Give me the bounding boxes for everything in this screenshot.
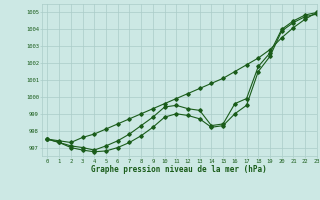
- X-axis label: Graphe pression niveau de la mer (hPa): Graphe pression niveau de la mer (hPa): [91, 165, 267, 174]
